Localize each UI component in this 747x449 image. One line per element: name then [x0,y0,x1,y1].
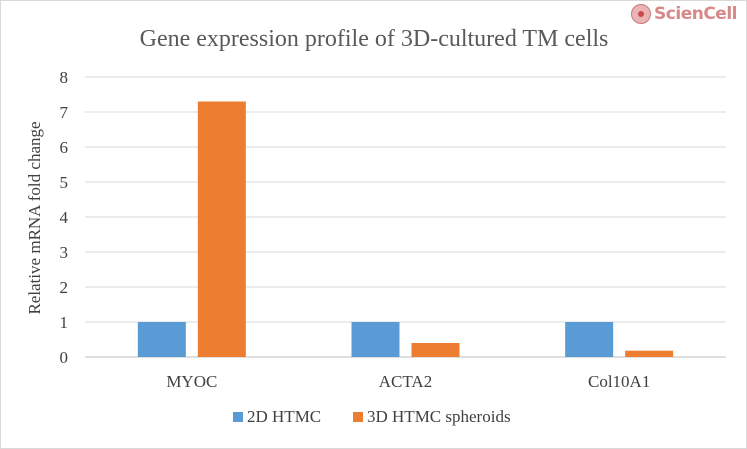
y-tick-label: 3 [60,243,69,262]
bar-col10a1-series-1 [565,322,614,357]
x-tick-label: Col10A1 [588,372,650,391]
bar-col10a1-series-2 [625,350,674,357]
x-tick-label: ACTA2 [379,372,432,391]
y-tick-label: 8 [60,68,69,87]
y-axis-label: Relative mRNA fold change [25,121,44,314]
logo-text: ScienCell [654,4,737,24]
bar-acta2-series-2 [411,343,460,357]
legend-swatch [353,412,363,422]
y-tick-label: 4 [60,208,69,227]
y-tick-labels: 0 1 2 3 4 5 6 7 8 [60,68,69,367]
bar-myoc-series-2 [197,101,246,357]
y-tick-label: 1 [60,313,69,332]
legend-label: 3D HTMC spheroids [367,407,511,426]
y-tick-label: 2 [60,278,69,297]
bar-acta2-series-1 [351,322,400,357]
bars [137,101,674,357]
chart-title: Gene expression profile of 3D-cultured T… [140,26,609,52]
x-tick-label: MYOC [166,372,217,391]
legend-swatch [233,412,243,422]
legend: 2D HTMC 3D HTMC spheroids [233,407,511,426]
x-tick-labels: MYOC ACTA2 Col10A1 [166,372,650,391]
legend-label: 2D HTMC [247,407,321,426]
cell-icon [631,4,652,24]
y-tick-label: 7 [60,103,69,122]
bar-myoc-series-1 [137,322,186,357]
logo: ScienCell [631,4,737,24]
gridlines [85,76,726,358]
y-tick-label: 6 [60,138,69,157]
y-tick-label: 0 [60,348,69,367]
y-tick-label: 5 [60,173,69,192]
